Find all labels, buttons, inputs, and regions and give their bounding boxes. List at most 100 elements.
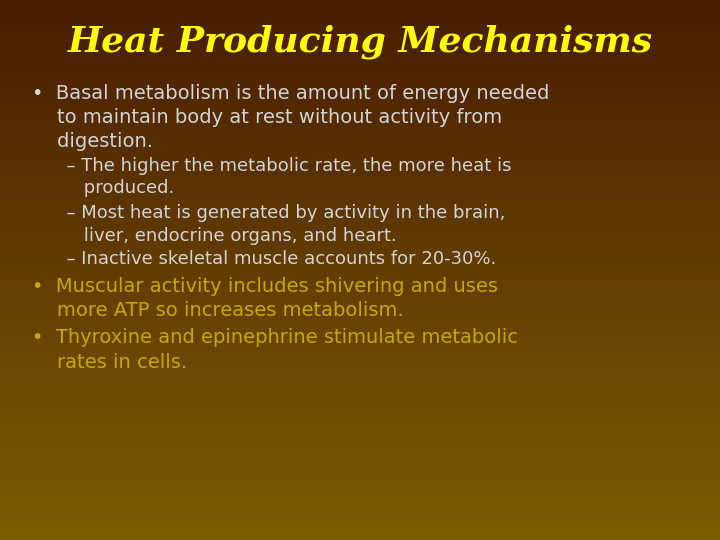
Bar bbox=[0, 39, 720, 42]
Bar bbox=[0, 313, 720, 315]
Bar bbox=[0, 201, 720, 204]
Text: – Most heat is generated by activity in the brain,: – Most heat is generated by activity in … bbox=[32, 204, 505, 222]
Bar bbox=[0, 258, 720, 259]
Bar bbox=[0, 374, 720, 376]
Bar bbox=[0, 61, 720, 63]
Bar bbox=[0, 119, 720, 120]
Bar bbox=[0, 157, 720, 158]
Bar bbox=[0, 189, 720, 191]
Bar bbox=[0, 320, 720, 322]
Bar bbox=[0, 387, 720, 389]
Bar bbox=[0, 49, 720, 50]
Bar bbox=[0, 93, 720, 96]
Bar bbox=[0, 150, 720, 151]
Bar bbox=[0, 477, 720, 479]
Bar bbox=[0, 32, 720, 34]
Bar bbox=[0, 76, 720, 77]
Bar bbox=[0, 214, 720, 216]
Bar bbox=[0, 538, 720, 540]
Bar bbox=[0, 104, 720, 106]
Bar bbox=[0, 488, 720, 490]
Bar bbox=[0, 164, 720, 166]
Bar bbox=[0, 506, 720, 508]
Bar bbox=[0, 302, 720, 304]
Bar bbox=[0, 155, 720, 157]
Bar bbox=[0, 405, 720, 407]
Bar bbox=[0, 297, 720, 299]
Bar bbox=[0, 50, 720, 52]
Bar bbox=[0, 383, 720, 385]
Bar bbox=[0, 174, 720, 177]
Bar bbox=[0, 110, 720, 112]
Bar bbox=[0, 336, 720, 339]
Bar bbox=[0, 471, 720, 474]
Bar bbox=[0, 398, 720, 400]
Bar bbox=[0, 342, 720, 344]
Bar bbox=[0, 535, 720, 536]
Bar bbox=[0, 86, 720, 88]
Bar bbox=[0, 396, 720, 398]
Bar bbox=[0, 299, 720, 301]
Bar bbox=[0, 423, 720, 425]
Bar bbox=[0, 513, 720, 515]
Bar bbox=[0, 428, 720, 430]
Bar bbox=[0, 270, 720, 272]
Bar bbox=[0, 194, 720, 196]
Bar bbox=[0, 187, 720, 189]
Bar bbox=[0, 120, 720, 123]
Bar bbox=[0, 520, 720, 522]
Bar bbox=[0, 5, 720, 7]
Bar bbox=[0, 12, 720, 15]
Bar bbox=[0, 443, 720, 444]
Bar bbox=[0, 452, 720, 454]
Bar bbox=[0, 42, 720, 43]
Bar bbox=[0, 167, 720, 169]
Bar bbox=[0, 74, 720, 76]
Bar bbox=[0, 394, 720, 396]
Bar bbox=[0, 470, 720, 471]
Bar bbox=[0, 459, 720, 461]
Bar bbox=[0, 128, 720, 130]
Bar bbox=[0, 144, 720, 146]
Bar bbox=[0, 162, 720, 164]
Bar bbox=[0, 216, 720, 218]
Bar bbox=[0, 25, 720, 27]
Bar bbox=[0, 130, 720, 131]
Bar bbox=[0, 409, 720, 410]
Bar bbox=[0, 498, 720, 501]
Bar bbox=[0, 117, 720, 119]
Text: •  Thyroxine and epinephrine stimulate metabolic: • Thyroxine and epinephrine stimulate me… bbox=[32, 328, 518, 347]
Bar bbox=[0, 420, 720, 421]
Bar bbox=[0, 417, 720, 420]
Bar bbox=[0, 344, 720, 346]
Bar bbox=[0, 281, 720, 282]
Text: liver, endocrine organs, and heart.: liver, endocrine organs, and heart. bbox=[32, 227, 397, 245]
Bar bbox=[0, 427, 720, 428]
Bar bbox=[0, 234, 720, 236]
Bar bbox=[0, 355, 720, 356]
Bar bbox=[0, 200, 720, 201]
Bar bbox=[0, 52, 720, 54]
Bar bbox=[0, 331, 720, 333]
Bar bbox=[0, 360, 720, 362]
Bar bbox=[0, 232, 720, 234]
Bar bbox=[0, 461, 720, 463]
Bar bbox=[0, 173, 720, 174]
Bar bbox=[0, 490, 720, 491]
Bar bbox=[0, 400, 720, 401]
Bar bbox=[0, 254, 720, 255]
Bar bbox=[0, 329, 720, 331]
Bar bbox=[0, 536, 720, 538]
Bar bbox=[0, 4, 720, 5]
Bar bbox=[0, 385, 720, 387]
Bar bbox=[0, 239, 720, 241]
Bar bbox=[0, 108, 720, 110]
Bar bbox=[0, 182, 720, 184]
Bar bbox=[0, 112, 720, 113]
Bar bbox=[0, 407, 720, 409]
Bar bbox=[0, 81, 720, 83]
Bar bbox=[0, 481, 720, 482]
Bar bbox=[0, 475, 720, 477]
Bar bbox=[0, 528, 720, 529]
Bar bbox=[0, 463, 720, 464]
